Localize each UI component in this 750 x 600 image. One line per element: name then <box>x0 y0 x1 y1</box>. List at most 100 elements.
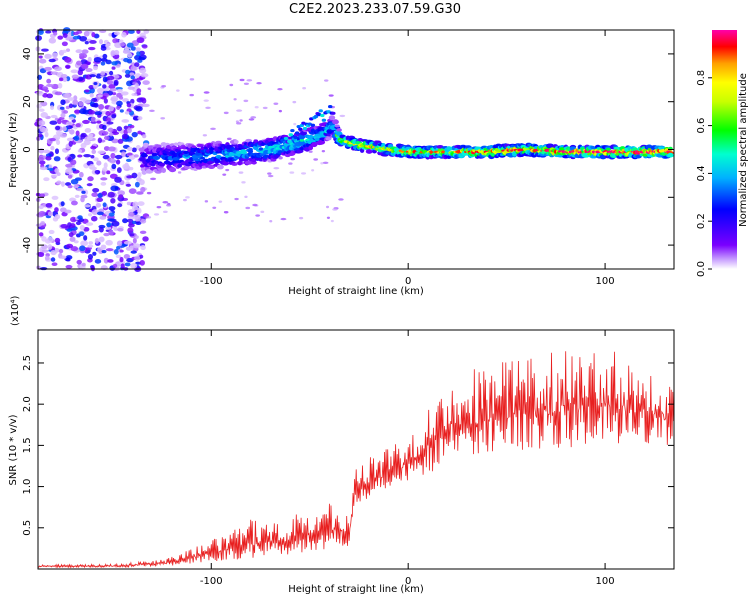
spectrogram-cell <box>113 79 119 86</box>
spectrogram-cell <box>124 262 131 267</box>
spectrogram-cell <box>334 124 340 128</box>
spectrogram-cell <box>320 162 324 165</box>
spectrogram-cell <box>113 31 120 36</box>
spectrogram-cell <box>125 69 131 75</box>
spectrogram-cell <box>60 74 68 79</box>
spectrogram-cell <box>135 221 142 225</box>
spectrogram-cell <box>132 237 137 244</box>
spectrogram-cell <box>150 163 156 167</box>
spectrogram-cell <box>92 65 98 71</box>
spectrogram-cell <box>365 149 373 154</box>
spectrogram-cell <box>222 173 227 176</box>
snr-line <box>37 351 674 569</box>
spectrogram-cell <box>331 111 336 115</box>
spectrogram-cell <box>79 35 88 42</box>
spectrogram-cell <box>38 205 44 210</box>
spectrogram-cell <box>50 257 56 262</box>
spectrogram-cell <box>267 172 272 175</box>
spectrogram-cell <box>41 249 49 253</box>
spectrogram-cell <box>129 124 135 129</box>
spectrogram-cell <box>61 41 68 47</box>
spectrogram-cell <box>66 228 73 232</box>
spectrogram-cell <box>100 181 107 186</box>
spectrogram-cell <box>70 246 79 252</box>
spectrogram-cell <box>50 250 57 256</box>
spectrogram-cell <box>78 231 85 237</box>
spectrogram-cell <box>290 128 295 133</box>
spectrogram-cell <box>56 180 62 185</box>
spectrogram-cell <box>75 130 80 136</box>
spectrogram-cell <box>102 202 107 208</box>
spectrogram-panel: -100 0 100 -40 -20 0 20 40 Height of straight l… <box>8 27 675 297</box>
spectrogram-cell <box>107 259 114 263</box>
spectrogram-cell <box>283 136 289 141</box>
spectrogram-cell <box>102 154 110 160</box>
spectrogram-cell <box>65 36 73 41</box>
spectrogram-cell <box>223 111 229 115</box>
spectrogram-cell <box>122 50 128 54</box>
spectrogram-cell <box>299 138 305 142</box>
spectrogram-cell <box>100 70 106 76</box>
spectrogram-cell <box>207 164 216 169</box>
spectrogram-cell <box>212 206 217 209</box>
x-tick-label: 100 <box>596 276 615 287</box>
spectrogram-cell <box>56 118 62 125</box>
spectrogram-cell <box>244 160 253 165</box>
spectrogram-cell <box>91 215 98 222</box>
spectrogram-cell <box>137 172 142 178</box>
spectrogram-cell <box>161 168 167 174</box>
spectrogram-cell <box>77 149 83 153</box>
spectrogram-cell <box>82 119 90 124</box>
spectrogram-cell <box>255 214 260 217</box>
spectrogram-cell <box>222 161 230 166</box>
spectrogram-cell <box>90 103 98 108</box>
spectrogram-cell <box>117 203 123 208</box>
spectrogram-cell <box>223 211 229 214</box>
spectrogram-cell <box>204 200 209 203</box>
spectrogram-cell <box>234 197 239 201</box>
spectrogram-cell <box>153 213 160 216</box>
spectrogram-cell <box>128 166 134 171</box>
spectrogram-cell <box>57 82 63 89</box>
spectrogram-cell <box>254 106 259 109</box>
spectrogram-cell <box>142 142 150 148</box>
spectrogram-cell <box>92 251 97 256</box>
spectrogram-cell <box>61 119 68 123</box>
spectrogram-cell <box>89 93 94 98</box>
spectrogram-cell <box>61 49 67 54</box>
spectrogram-cell <box>111 114 117 119</box>
spectrogram-cell <box>130 262 138 269</box>
snr-xlabel: Height of straight line (km) <box>288 584 424 595</box>
spectrogram-cell <box>46 78 52 84</box>
spectrogram-cell <box>65 163 73 168</box>
spectrogram-ylabel: Frequency (Hz) <box>8 112 19 188</box>
spectrogram-cell <box>39 193 46 198</box>
spectrogram-cell <box>75 221 81 226</box>
spectrogram-cell <box>132 41 139 45</box>
spectrogram-cell <box>38 120 46 126</box>
spectrogram-cell <box>54 207 59 213</box>
spectrogram-cell <box>90 116 96 123</box>
spectrogram-cell <box>154 144 162 148</box>
spectrogram-cell <box>46 93 54 99</box>
spectrogram-cell <box>84 204 91 208</box>
spectrogram-cell <box>44 53 52 59</box>
spectrogram-cell <box>130 75 136 80</box>
spectrogram-cell <box>109 88 117 92</box>
spectrogram-cell <box>65 105 70 110</box>
spectrogram-cell <box>136 37 145 44</box>
spectrogram-cell <box>256 81 262 85</box>
spectrogram-cell <box>248 118 255 121</box>
spectrogram-cell <box>338 198 344 201</box>
spectrogram-cell <box>113 227 119 231</box>
spectrogram-cell <box>130 250 137 254</box>
spectrogram-cell <box>241 181 246 184</box>
spectrogram-cell <box>37 251 45 257</box>
spectrogram-cell <box>126 102 132 108</box>
spectrogram-cell <box>113 49 120 56</box>
spectrogram-cell <box>54 168 60 174</box>
spectrogram-cell <box>119 256 124 263</box>
spectrogram-xlabel: Height of straight line (km) <box>288 286 424 297</box>
spectrogram-cell <box>156 205 162 209</box>
